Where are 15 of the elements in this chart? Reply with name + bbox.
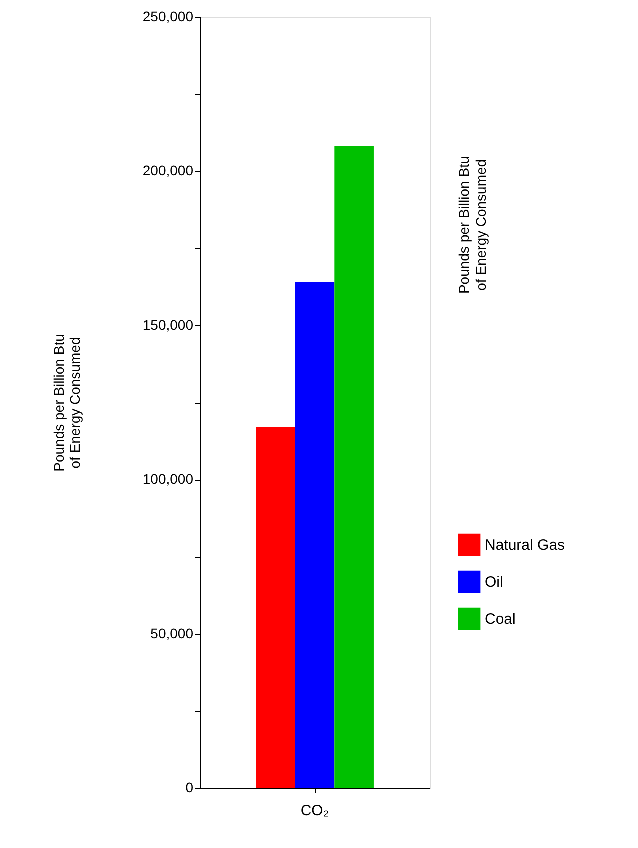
y-tick-label: 150,000 — [142, 316, 194, 333]
y-tick-label: 100,000 — [142, 471, 194, 488]
bar — [295, 282, 335, 788]
legend-label: Oil — [485, 574, 504, 592]
y-tick-label: 250,000 — [142, 8, 194, 24]
legend-label: Coal — [485, 611, 516, 628]
bar — [256, 427, 296, 788]
legend-label: Natural Gas — [485, 537, 566, 554]
x-tick-label: CO₂ — [300, 802, 330, 820]
y2-axis-title: Pounds per Billion Btu of Energy Consumed — [456, 156, 489, 294]
y-tick-label: 50,000 — [150, 625, 194, 642]
y-tick-label: 200,000 — [142, 162, 194, 179]
y-tick-label: 0 — [186, 780, 194, 796]
y-axis-title: Pounds per Billion Btu of Energy Consumed — [50, 334, 83, 472]
bar — [334, 146, 374, 788]
